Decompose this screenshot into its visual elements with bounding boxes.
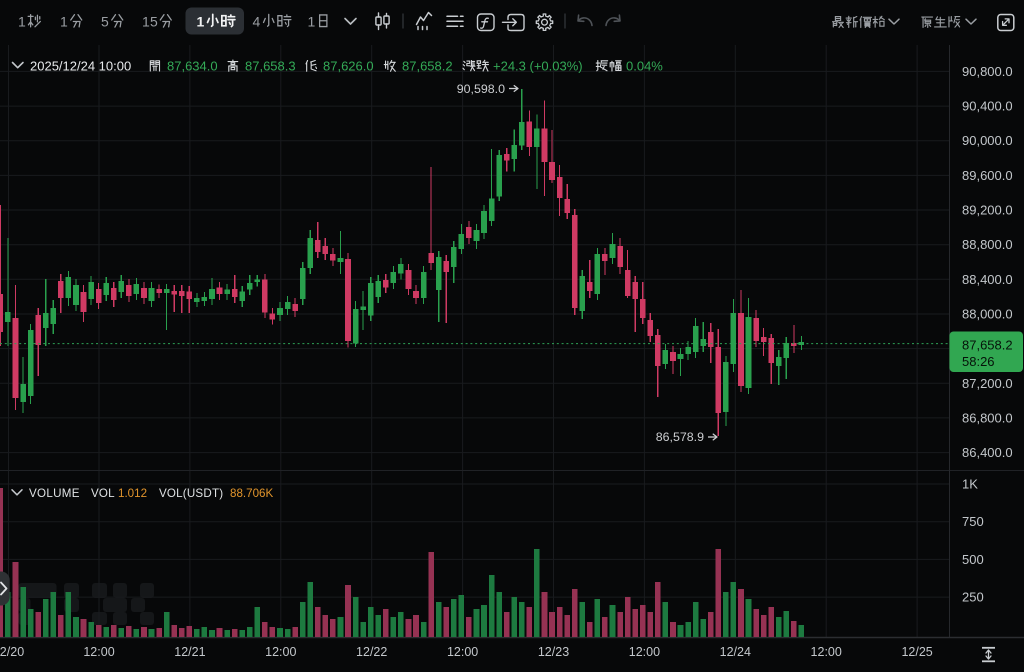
svg-text:12:00: 12:00 xyxy=(811,645,842,659)
svg-text:VOL(USDT): VOL(USDT) xyxy=(159,487,223,500)
svg-text:12:00: 12:00 xyxy=(83,645,114,659)
svg-text:12/22: 12/22 xyxy=(356,645,387,659)
svg-text:87,634.0: 87,634.0 xyxy=(167,58,218,73)
svg-text:87,658.3: 87,658.3 xyxy=(245,58,296,73)
svg-text:90,598.0: 90,598.0 xyxy=(457,82,505,96)
svg-text:4: 4 xyxy=(253,14,261,30)
svg-text:5: 5 xyxy=(101,14,109,30)
svg-text:2025/12/24 10:00: 2025/12/24 10:00 xyxy=(30,58,131,73)
svg-text:12:00: 12:00 xyxy=(265,645,296,659)
svg-text:89,200.0: 89,200.0 xyxy=(962,203,1013,218)
svg-text:89,600.0: 89,600.0 xyxy=(962,168,1013,183)
svg-text:0.04%: 0.04% xyxy=(626,58,663,73)
svg-text:1: 1 xyxy=(142,14,150,30)
svg-text:87,200.0: 87,200.0 xyxy=(962,376,1013,391)
svg-text:87,658.2: 87,658.2 xyxy=(402,58,453,73)
svg-text:1: 1 xyxy=(308,14,316,30)
svg-text:90,800.0: 90,800.0 xyxy=(962,64,1013,79)
svg-text:5: 5 xyxy=(150,14,158,30)
svg-text:12:00: 12:00 xyxy=(629,645,660,659)
svg-text:86,400.0: 86,400.0 xyxy=(962,445,1013,460)
svg-text:12/23: 12/23 xyxy=(538,645,569,659)
svg-text:750: 750 xyxy=(962,514,984,529)
svg-text:88,800.0: 88,800.0 xyxy=(962,237,1013,252)
svg-text:86,800.0: 86,800.0 xyxy=(962,410,1013,425)
svg-text:VOLUME: VOLUME xyxy=(29,487,80,500)
svg-text:12/20: 12/20 xyxy=(0,645,24,659)
svg-text:88,000.0: 88,000.0 xyxy=(962,307,1013,322)
svg-text:88.706K: 88.706K xyxy=(230,487,273,500)
svg-text:87,658.2: 87,658.2 xyxy=(962,338,1013,353)
svg-text:87,626.0: 87,626.0 xyxy=(323,58,374,73)
svg-text:86,578.9: 86,578.9 xyxy=(656,430,704,444)
svg-text:12/24: 12/24 xyxy=(720,645,751,659)
svg-text:250: 250 xyxy=(962,590,984,605)
svg-text:1: 1 xyxy=(18,14,26,30)
svg-text:+24.3 (+0.03%): +24.3 (+0.03%) xyxy=(493,58,583,73)
svg-text:88,400.0: 88,400.0 xyxy=(962,272,1013,287)
svg-text:500: 500 xyxy=(962,552,984,567)
svg-text:58:26: 58:26 xyxy=(962,354,995,369)
svg-text:1K: 1K xyxy=(962,477,978,492)
svg-text:12/25: 12/25 xyxy=(901,645,932,659)
svg-text:1: 1 xyxy=(60,14,68,30)
svg-text:1.012: 1.012 xyxy=(118,487,147,500)
svg-text:12/21: 12/21 xyxy=(174,645,205,659)
svg-text:90,400.0: 90,400.0 xyxy=(962,99,1013,114)
svg-text:1: 1 xyxy=(197,14,205,30)
svg-text:90,000.0: 90,000.0 xyxy=(962,133,1013,148)
svg-text:VOL: VOL xyxy=(91,487,115,500)
svg-text:12:00: 12:00 xyxy=(447,645,478,659)
